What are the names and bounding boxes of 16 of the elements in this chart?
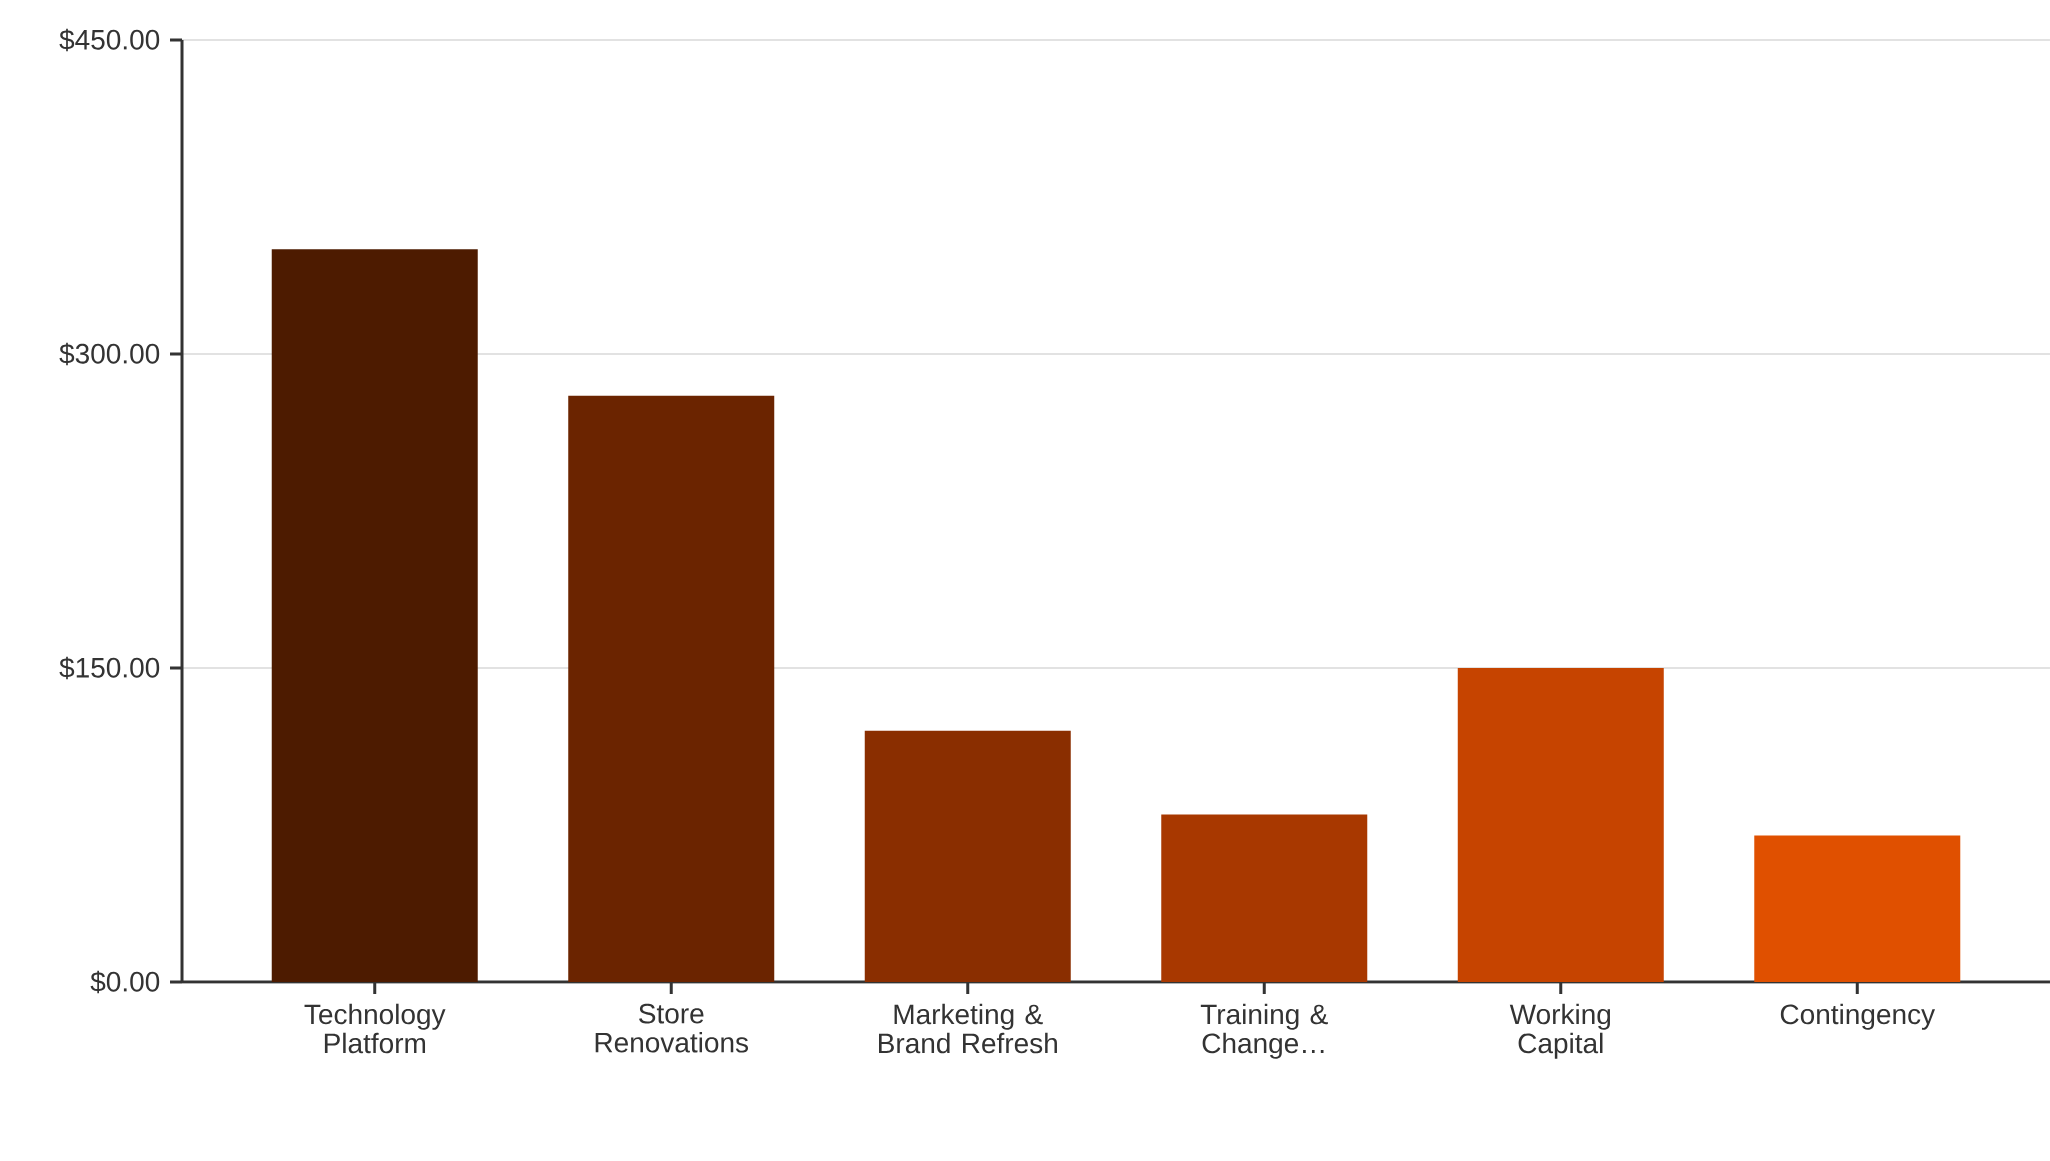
y-tick-label: $150.00 xyxy=(59,656,160,680)
x-tick-label: Training & Change… xyxy=(1200,1003,1328,1059)
x-tick-label: Technology Platform xyxy=(304,1003,446,1054)
x-tick-label: Store Renovations xyxy=(595,1003,749,1053)
bar xyxy=(1754,835,1961,982)
y-tick-label: $450.00 xyxy=(59,28,160,52)
y-tick-label: $300.00 xyxy=(59,342,160,366)
x-tick-label: Marketing & Brand Refresh xyxy=(879,1003,1057,1054)
bar xyxy=(271,249,478,982)
y-tick-label: $0.00 xyxy=(90,970,160,994)
bar xyxy=(1161,814,1368,982)
bar xyxy=(864,730,1071,982)
x-tick-label: Contingency xyxy=(1780,1003,1936,1030)
x-tick-label: Working Capital xyxy=(1509,1003,1611,1059)
bar xyxy=(1457,667,1664,982)
bar xyxy=(568,395,775,982)
